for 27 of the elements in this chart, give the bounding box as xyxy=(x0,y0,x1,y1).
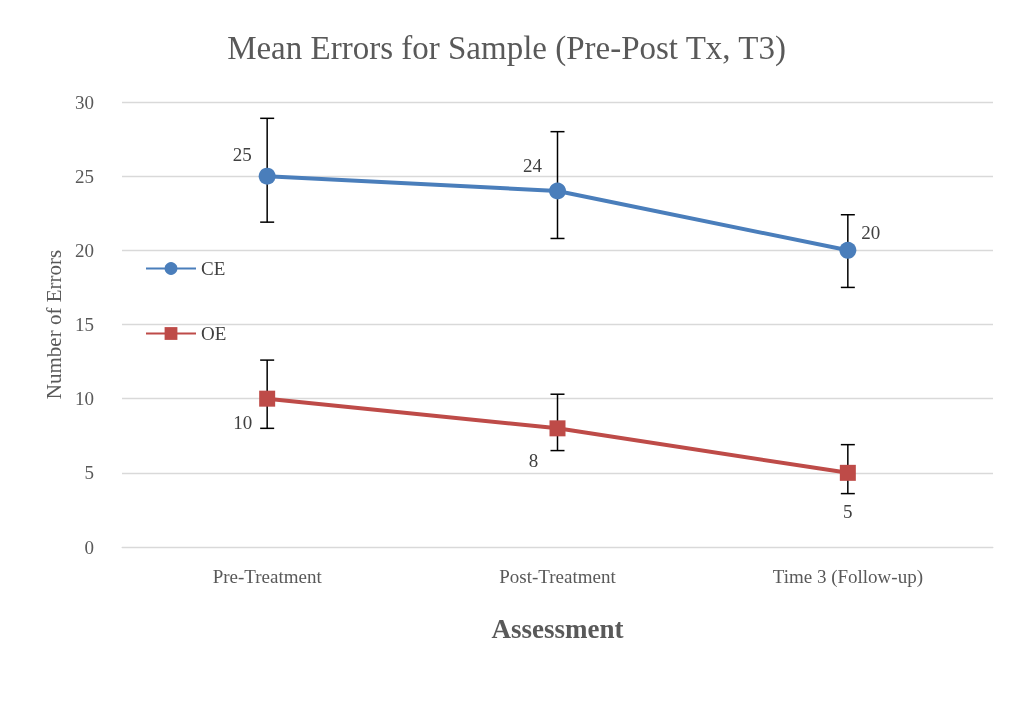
y-tick-label: 25 xyxy=(75,165,94,187)
legend-label: CE xyxy=(201,258,226,279)
y-tick-label: 5 xyxy=(84,462,94,484)
point xyxy=(839,464,856,481)
point xyxy=(839,241,857,259)
legend-label: OE xyxy=(201,323,227,344)
data-label: 25 xyxy=(232,143,252,165)
data-label: 10 xyxy=(233,412,253,434)
point xyxy=(259,390,276,407)
x-tick-label: Post-Treatment xyxy=(499,566,617,587)
x-tick-label: Pre-Treatment xyxy=(212,566,323,587)
data-label: 20 xyxy=(861,221,881,243)
data-label: 24 xyxy=(523,154,543,176)
point xyxy=(549,182,566,200)
y-tick-label: 20 xyxy=(75,239,94,261)
data-label: 8 xyxy=(528,450,539,472)
point xyxy=(549,420,566,437)
point xyxy=(258,167,276,185)
y-tick-label: 15 xyxy=(75,314,94,335)
y-tick-label: 0 xyxy=(84,536,94,558)
y-tick-label: 10 xyxy=(75,388,94,410)
y-axis-title: Number of Errors xyxy=(41,249,66,400)
chart-title: Mean Errors for Sample (Pre-Post Tx, T3) xyxy=(227,29,786,67)
data-label: 5 xyxy=(843,500,853,522)
x-tick-label: Time 3 (Follow-up) xyxy=(772,566,923,588)
x-axis-title: Assessment xyxy=(491,613,624,644)
y-tick-label: 30 xyxy=(75,91,94,113)
